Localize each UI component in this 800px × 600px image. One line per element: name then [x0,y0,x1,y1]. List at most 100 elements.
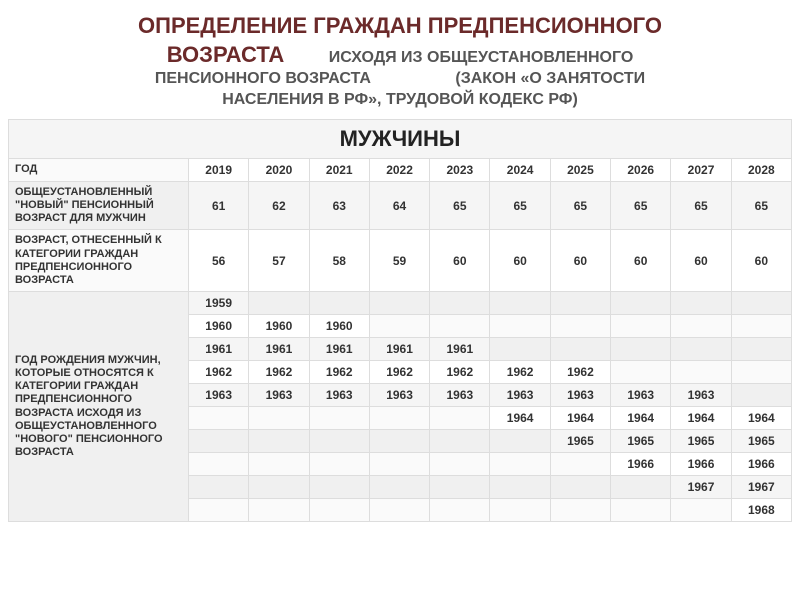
pension-table: МУЖЧИНЫ ГОД 2019 2020 2021 2022 2023 202… [8,119,792,522]
birth-cell: 1962 [550,361,610,384]
birth-cell: 1966 [731,453,791,476]
year-cell: 2028 [731,158,791,181]
year-cell: 2025 [550,158,610,181]
birth-cell: 1961 [430,338,490,361]
birth-cell: 1961 [189,338,249,361]
birth-cell: 1963 [550,384,610,407]
birth-cell [550,338,610,361]
birth-cell [490,338,550,361]
title-sub-4: НАСЕЛЕНИЯ В РФ», ТРУДОВОЙ КОДЕКС РФ) [222,91,578,108]
new-age-cell: 61 [189,181,249,230]
new-age-cell: 64 [369,181,429,230]
birth-cell: 1963 [430,384,490,407]
new-age-cell: 65 [490,181,550,230]
pre-age-row: ВОЗРАСТ, ОТНЕСЕННЫЙ К КАТЕГОРИИ ГРАЖДАН … [9,230,792,292]
birth-cell [249,430,309,453]
birth-year-row: ГОД РОЖДЕНИЯ МУЖЧИН, КОТОРЫЕ ОТНОСЯТСЯ К… [9,292,792,315]
birth-cell [309,407,369,430]
birth-cell [490,476,550,499]
birth-cell [430,499,490,522]
new-age-cell: 62 [249,181,309,230]
birth-cell: 1964 [550,407,610,430]
birth-cell [309,453,369,476]
birth-cell [309,292,369,315]
birth-cell [430,292,490,315]
year-cell: 2024 [490,158,550,181]
birth-cell: 1967 [731,476,791,499]
birth-cell: 1963 [369,384,429,407]
birth-cell [490,292,550,315]
birth-cell [611,315,671,338]
title-line-4: НАСЕЛЕНИЯ В РФ», ТРУДОВОЙ КОДЕКС РФ) [20,90,780,111]
birth-cell [369,476,429,499]
birth-cell [369,430,429,453]
birth-cell [249,476,309,499]
birth-cell [731,315,791,338]
pre-age-cell: 60 [430,230,490,292]
title-line-1: ОПРЕДЕЛЕНИЕ ГРАЖДАН ПРЕДПЕНСИОННОГО [20,12,780,41]
birth-cell [611,476,671,499]
new-age-cell: 65 [550,181,610,230]
birth-cell: 1963 [490,384,550,407]
pre-age-cell: 57 [249,230,309,292]
pre-age-cell: 60 [490,230,550,292]
year-cell: 2021 [309,158,369,181]
birth-cell [731,292,791,315]
birth-cell [430,430,490,453]
title-sub-2: ПЕНСИОННОГО ВОЗРАСТА [155,70,371,87]
birth-cell [731,361,791,384]
section-header: МУЖЧИНЫ [9,119,792,158]
birth-cell: 1960 [189,315,249,338]
birth-cell: 1959 [189,292,249,315]
title-main-1: ОПРЕДЕЛЕНИЕ ГРАЖДАН ПРЕДПЕНСИОННОГО [138,13,662,38]
year-cell: 2019 [189,158,249,181]
birth-cell: 1961 [369,338,429,361]
birth-cell: 1962 [309,361,369,384]
birth-cell [369,315,429,338]
birth-cell: 1962 [430,361,490,384]
year-cell: 2023 [430,158,490,181]
birth-cell: 1960 [249,315,309,338]
birth-cell: 1962 [490,361,550,384]
section-header-row: МУЖЧИНЫ [9,119,792,158]
pre-age-cell: 60 [731,230,791,292]
birth-cell [430,315,490,338]
title-sub-1: ИСХОДЯ ИЗ ОБЩЕУСТАНОВЛЕННОГО [329,49,634,66]
birth-cell: 1964 [490,407,550,430]
birth-cell [550,453,610,476]
birth-cell [490,315,550,338]
birth-cell [189,499,249,522]
birth-cell [550,292,610,315]
birth-cell [309,430,369,453]
birth-cell [611,361,671,384]
birth-cell: 1964 [671,407,731,430]
pre-age-cell: 59 [369,230,429,292]
birth-cell [550,499,610,522]
birth-cell [490,453,550,476]
row-label-pre-age: ВОЗРАСТ, ОТНЕСЕННЫЙ К КАТЕГОРИИ ГРАЖДАН … [9,230,189,292]
birth-cell [249,453,309,476]
birth-cell [309,476,369,499]
new-age-cell: 65 [611,181,671,230]
row-label-birth-years: ГОД РОЖДЕНИЯ МУЖЧИН, КОТОРЫЕ ОТНОСЯТСЯ К… [9,292,189,522]
birth-cell: 1963 [189,384,249,407]
table-container: МУЖЧИНЫ ГОД 2019 2020 2021 2022 2023 202… [0,119,800,522]
birth-cell [550,476,610,499]
birth-cell [671,499,731,522]
page-header: ОПРЕДЕЛЕНИЕ ГРАЖДАН ПРЕДПЕНСИОННОГО ВОЗР… [0,0,800,119]
birth-cell [671,292,731,315]
birth-cell: 1960 [309,315,369,338]
row-label-new-age: ОБЩЕУСТАНОВЛЕННЫЙ "НОВЫЙ" ПЕНСИОННЫЙ ВОЗ… [9,181,189,230]
pre-age-cell: 60 [550,230,610,292]
birth-cell [249,407,309,430]
birth-cell: 1967 [671,476,731,499]
birth-cell [189,476,249,499]
pre-age-cell: 56 [189,230,249,292]
title-main-2: ВОЗРАСТА [167,42,285,67]
birth-cell: 1965 [671,430,731,453]
birth-cell [369,499,429,522]
birth-cell: 1965 [611,430,671,453]
birth-cell [731,384,791,407]
birth-cell: 1966 [671,453,731,476]
birth-cell: 1966 [611,453,671,476]
